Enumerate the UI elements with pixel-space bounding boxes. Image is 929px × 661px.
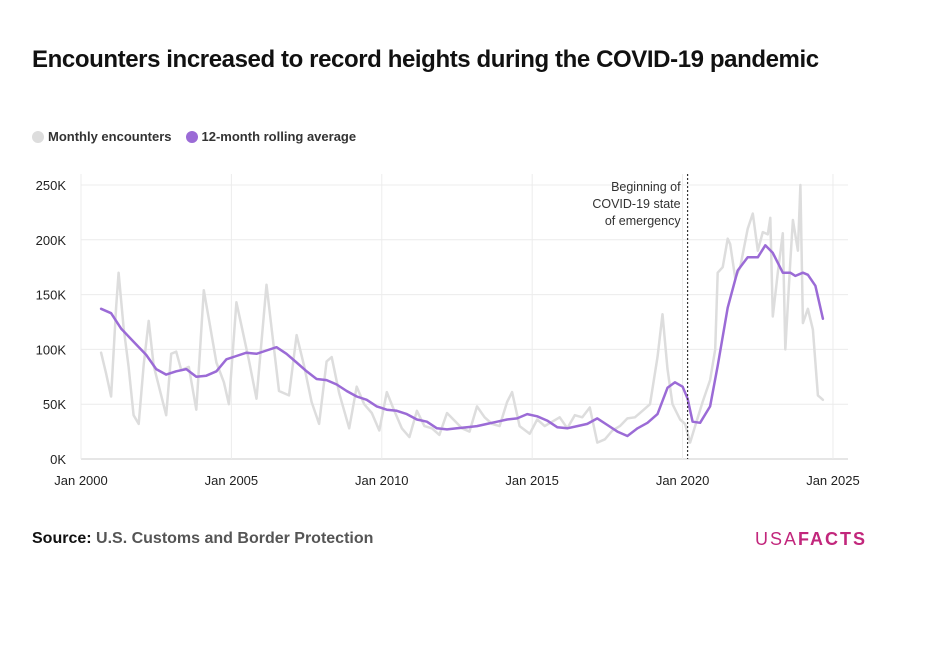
y-tick-label: 200K: [36, 233, 67, 248]
source-label: Source:: [32, 530, 92, 547]
y-tick-label: 50K: [43, 397, 66, 412]
chart-title: Encounters increased to record heights d…: [32, 46, 819, 73]
legend-item-monthly: Monthly encounters: [32, 129, 172, 144]
legend-item-rolling: 12-month rolling average: [185, 129, 357, 144]
x-tick-label: Jan 2000: [54, 473, 108, 488]
chart-legend: Monthly encounters 12-month rolling aver…: [32, 129, 370, 144]
legend-label-rolling: 12-month rolling average: [201, 129, 357, 144]
x-tick-label: Jan 2005: [205, 473, 259, 488]
y-tick-label: 150K: [36, 288, 67, 303]
legend-swatch-rolling: [185, 130, 198, 143]
series-line-rolling: [99, 244, 825, 438]
source-note: Source: U.S. Customs and Border Protecti…: [32, 530, 373, 548]
covid-annotation-text: Beginning of: [611, 180, 681, 194]
x-tick-label: Jan 2010: [355, 473, 409, 488]
logo-text-light: USA: [755, 529, 799, 549]
covid-annotation-text: of emergency: [605, 214, 681, 228]
x-tick-label: Jan 2025: [806, 473, 860, 488]
source-text: U.S. Customs and Border Protection: [96, 530, 374, 547]
y-tick-label: 250K: [36, 178, 67, 193]
legend-swatch-monthly: [32, 130, 44, 143]
y-tick-label: 0K: [50, 452, 66, 467]
y-tick-label: 100K: [36, 342, 67, 357]
x-tick-label: Jan 2015: [505, 473, 559, 488]
legend-label-monthly: Monthly encounters: [48, 129, 172, 144]
covid-annotation-text: COVID-19 state: [592, 197, 680, 211]
x-tick-label: Jan 2020: [656, 473, 710, 488]
usafacts-logo: USAFACTS: [755, 529, 867, 550]
logo-text-bold: FACTS: [798, 529, 868, 549]
